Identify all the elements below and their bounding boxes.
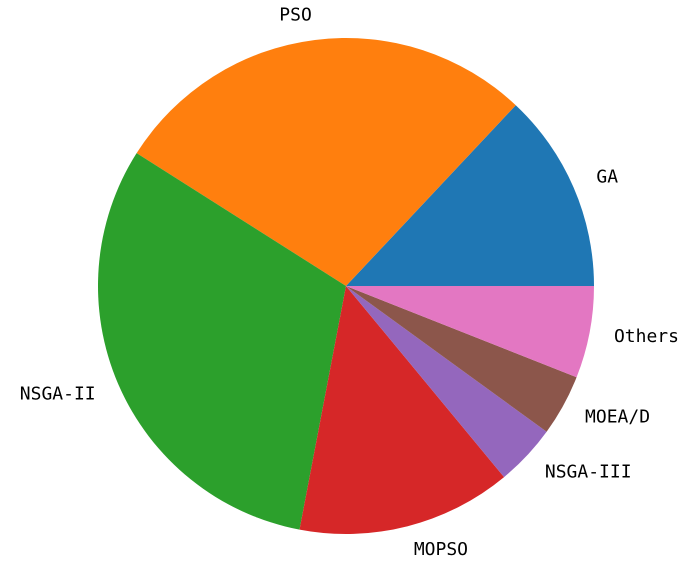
slice-label: MOPSO xyxy=(414,539,468,560)
slice-label: Others xyxy=(614,326,679,347)
pie-slice xyxy=(299,286,505,534)
pie-slice xyxy=(346,286,547,478)
slice-label: NSGA-III xyxy=(545,462,632,483)
slice-label: GA xyxy=(596,167,618,188)
slice-label: MOEA/D xyxy=(585,406,650,427)
pie-slice xyxy=(346,286,594,378)
pie-slice xyxy=(136,38,516,286)
pie-slice xyxy=(346,286,577,432)
pie-slice xyxy=(346,105,594,286)
slice-label: PSO xyxy=(279,4,312,25)
pie-slice xyxy=(97,153,346,530)
slice-label: NSGA-II xyxy=(20,383,96,404)
